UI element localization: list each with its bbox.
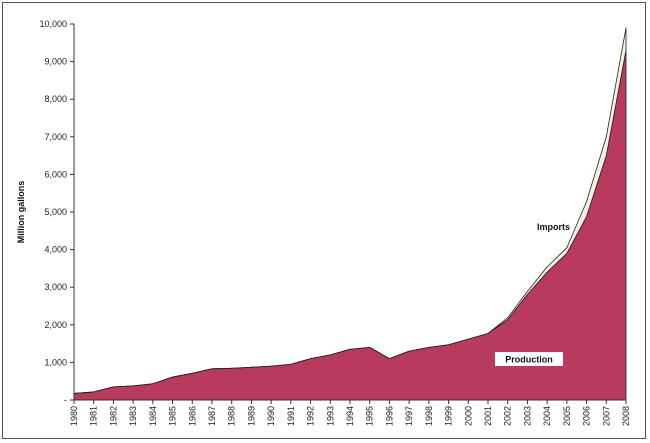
x-tick-label: 2007 bbox=[601, 406, 611, 426]
x-tick-label: 2002 bbox=[503, 406, 513, 426]
y-axis-title: Million gallons bbox=[16, 181, 26, 244]
x-axis-ticks: 1980 1981 1982 1983 1984 1985 1986 1987 1988 1989… bbox=[69, 400, 631, 426]
x-tick-label: 1995 bbox=[365, 406, 375, 426]
x-tick-label: 1998 bbox=[424, 406, 434, 426]
y-axis-ticks: - 1,000 2,000 3,000 4,000 5,000 6,000 7,000 8,00… bbox=[39, 19, 74, 405]
x-tick-label: 2001 bbox=[483, 406, 493, 426]
x-tick-label: 2004 bbox=[542, 406, 552, 426]
annotations: Imports Production bbox=[495, 222, 570, 366]
x-tick-label: 1996 bbox=[384, 406, 394, 426]
y-tick-label: 3,000 bbox=[44, 282, 67, 292]
y-tick-label: 4,000 bbox=[44, 245, 67, 255]
x-tick-label: 1999 bbox=[444, 406, 454, 426]
y-tick-label: 1,000 bbox=[44, 357, 67, 367]
y-tick-label: 10,000 bbox=[39, 19, 67, 29]
x-tick-label: 1988 bbox=[227, 406, 237, 426]
annotation-production: Production bbox=[505, 355, 553, 365]
y-tick-label: 6,000 bbox=[44, 169, 67, 179]
x-tick-label: 1985 bbox=[168, 406, 178, 426]
x-tick-label: 1984 bbox=[148, 406, 158, 426]
y-tick-label: 2,000 bbox=[44, 320, 67, 330]
x-tick-label: 1994 bbox=[345, 406, 355, 426]
x-tick-label: 1989 bbox=[246, 406, 256, 426]
x-tick-label: 2000 bbox=[463, 406, 473, 426]
x-tick-label: 1981 bbox=[89, 406, 99, 426]
annotation-imports: Imports bbox=[537, 222, 570, 232]
x-tick-label: 2006 bbox=[582, 406, 592, 426]
x-tick-label: 1987 bbox=[207, 406, 217, 426]
x-tick-label: 1991 bbox=[286, 406, 296, 426]
x-tick-label: 1982 bbox=[108, 406, 118, 426]
x-tick-label: 2008 bbox=[621, 406, 631, 426]
x-tick-label: 1992 bbox=[306, 406, 316, 426]
area-imports bbox=[73, 27, 627, 394]
x-tick-label: 1993 bbox=[325, 406, 335, 426]
x-tick-label: 1983 bbox=[128, 406, 138, 426]
y-tick-label: 5,000 bbox=[44, 207, 67, 217]
y-tick-label: 8,000 bbox=[44, 94, 67, 104]
x-tick-label: 2005 bbox=[562, 406, 572, 426]
x-tick-label: 1990 bbox=[266, 406, 276, 426]
x-tick-label: 1986 bbox=[187, 406, 197, 426]
y-tick-label: 7,000 bbox=[44, 132, 67, 142]
x-tick-label: 1980 bbox=[69, 406, 79, 426]
x-tick-label: 1997 bbox=[404, 406, 414, 426]
annotation-production-box bbox=[495, 352, 563, 366]
y-tick-label: - bbox=[64, 395, 67, 405]
y-tick-label: 9,000 bbox=[44, 57, 67, 67]
x-tick-label: 2003 bbox=[522, 406, 532, 426]
